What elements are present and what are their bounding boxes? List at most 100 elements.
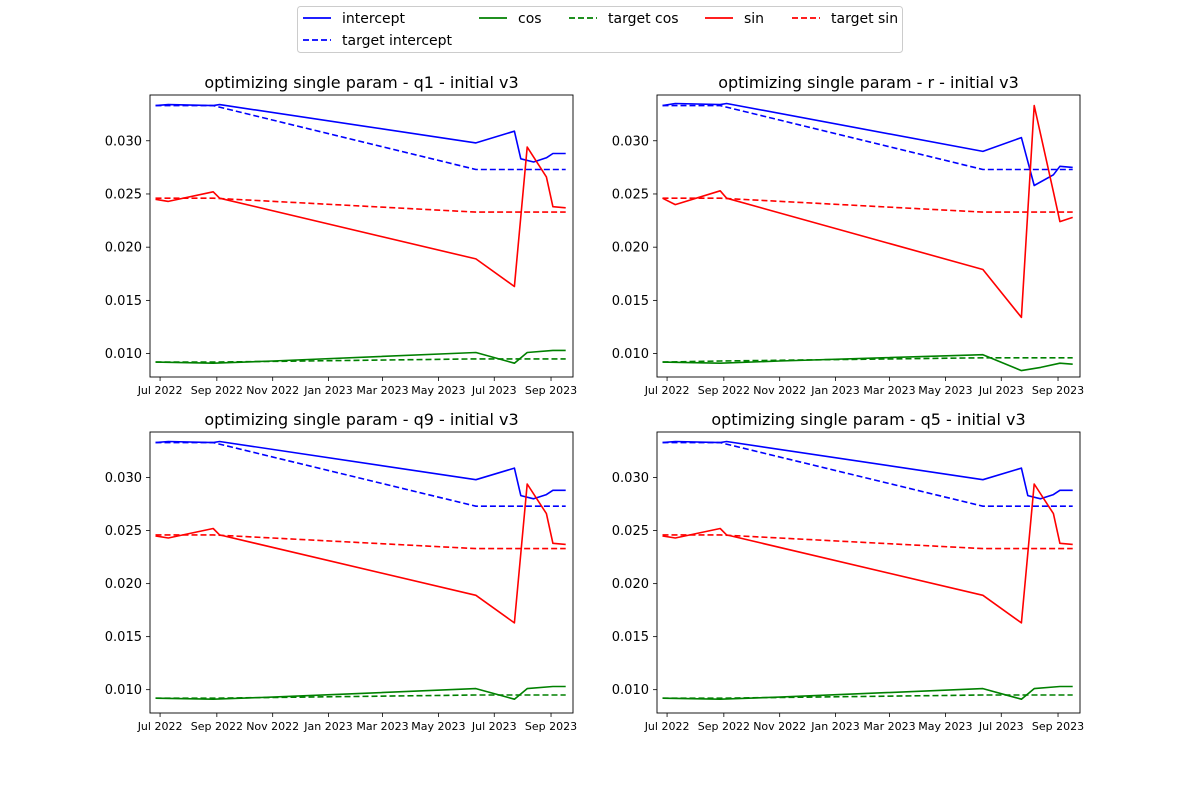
x-tick-label: May 2023 [411, 384, 465, 397]
y-tick-label: 0.010 [612, 347, 649, 362]
series-line [155, 197, 566, 213]
y-tick-label: 0.030 [612, 134, 649, 149]
x-tick-label: Nov 2022 [246, 384, 299, 397]
series-line [662, 685, 1073, 701]
x-tick-label: Jan 2023 [303, 384, 352, 397]
y-tick-label: 0.015 [105, 294, 142, 309]
series-line [662, 440, 1073, 500]
x-tick-label: Sep 2022 [191, 384, 243, 397]
series-line [155, 103, 566, 163]
series-line [155, 534, 566, 550]
y-tick-label: 0.030 [105, 471, 142, 486]
series-line [155, 358, 566, 363]
series-group [155, 103, 566, 365]
x-tick-label: Sep 2023 [1032, 720, 1084, 733]
series-line [155, 146, 566, 288]
axes-frame [149, 431, 574, 714]
x-tick-label: Jul 2022 [644, 720, 690, 733]
x-tick-label: Sep 2023 [525, 384, 577, 397]
x-tick-label: Jan 2023 [303, 720, 352, 733]
y-tick-label: 0.015 [105, 630, 142, 645]
axes-frame [656, 431, 1081, 714]
series-line [155, 694, 566, 700]
x-tick-label: Sep 2022 [191, 720, 243, 733]
x-tick-label: Sep 2023 [1032, 384, 1084, 397]
subplot-2: optimizing single param - r - initial v3… [612, 73, 1084, 397]
y-tick-label: 0.025 [105, 524, 142, 539]
x-tick-label: Mar 2023 [863, 384, 915, 397]
axes-frame [656, 94, 1081, 378]
x-tick-label: Jan 2023 [810, 384, 859, 397]
x-tick-label: Jul 2022 [644, 384, 690, 397]
x-tick-label: May 2023 [918, 384, 972, 397]
legend-label: target cos [608, 11, 679, 27]
y-tick-label: 0.015 [612, 630, 649, 645]
y-tick-label: 0.020 [105, 241, 142, 256]
series-line [662, 356, 1073, 363]
y-tick-label: 0.010 [612, 683, 649, 698]
series-line [155, 441, 566, 508]
x-tick-label: Jan 2023 [810, 720, 859, 733]
legend-label: sin [744, 11, 764, 27]
series-line [662, 197, 1073, 213]
x-tick-label: Jul 2022 [137, 720, 183, 733]
subplot-1: optimizing single param - q1 - initial v… [105, 73, 577, 397]
y-tick-label: 0.020 [612, 241, 649, 256]
series-line [662, 104, 1073, 319]
y-tick-label: 0.025 [105, 187, 142, 202]
series-line [662, 483, 1073, 624]
x-tick-label: Jul 2023 [471, 720, 517, 733]
x-tick-label: Nov 2022 [753, 720, 806, 733]
y-tick-label: 0.025 [612, 187, 649, 202]
y-tick-label: 0.015 [612, 294, 649, 309]
x-tick-label: Nov 2022 [246, 720, 299, 733]
y-tick-label: 0.025 [612, 524, 649, 539]
legend-label: target intercept [342, 33, 453, 49]
series-line [662, 353, 1073, 372]
x-tick-label: May 2023 [411, 720, 465, 733]
x-tick-label: Sep 2023 [525, 720, 577, 733]
x-tick-label: Sep 2022 [698, 720, 750, 733]
series-group [662, 102, 1073, 372]
x-tick-label: Nov 2022 [753, 384, 806, 397]
y-tick-label: 0.020 [612, 577, 649, 592]
y-tick-label: 0.020 [105, 577, 142, 592]
legend: intercept cos target cos sin target sin targe… [297, 6, 903, 53]
subplot-title: optimizing single param - q5 - initial v… [711, 410, 1025, 429]
subplot-title: optimizing single param - q1 - initial v… [204, 73, 518, 92]
series-line [155, 483, 566, 624]
series-line [662, 534, 1073, 550]
x-tick-label: Jul 2023 [978, 720, 1024, 733]
subplot-3: optimizing single param - q9 - initial v… [105, 410, 577, 733]
y-tick-label: 0.010 [105, 347, 142, 362]
x-tick-label: Mar 2023 [356, 720, 408, 733]
legend-label: cos [518, 11, 542, 27]
y-tick-label: 0.030 [612, 471, 649, 486]
y-tick-label: 0.030 [105, 134, 142, 149]
x-tick-label: Jul 2023 [978, 384, 1024, 397]
series-line [662, 102, 1073, 187]
subplot-4: optimizing single param - q5 - initial v… [612, 410, 1084, 733]
series-line [662, 441, 1073, 508]
legend-label: target sin [831, 11, 898, 27]
subplot-title: optimizing single param - q9 - initial v… [204, 410, 518, 429]
series-line [662, 104, 1073, 171]
x-tick-label: Jul 2022 [137, 384, 183, 397]
series-group [155, 440, 566, 701]
series-line [155, 440, 566, 500]
series-line [155, 685, 566, 701]
subplot-title: optimizing single param - r - initial v3 [718, 73, 1019, 92]
y-tick-label: 0.010 [105, 683, 142, 698]
x-tick-label: Mar 2023 [863, 720, 915, 733]
x-tick-label: Sep 2022 [698, 384, 750, 397]
x-tick-label: Jul 2023 [471, 384, 517, 397]
series-line [155, 349, 566, 365]
series-group [662, 440, 1073, 701]
x-tick-label: Mar 2023 [356, 384, 408, 397]
x-tick-label: May 2023 [918, 720, 972, 733]
legend-frame [297, 6, 903, 53]
series-line [662, 694, 1073, 700]
legend-label: intercept [342, 11, 406, 27]
series-line [155, 104, 566, 171]
